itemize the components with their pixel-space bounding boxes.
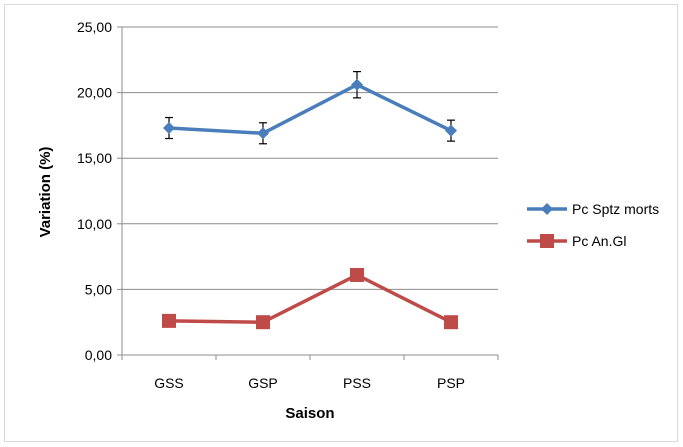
data-point-square xyxy=(256,315,270,330)
legend-label: Pc An.Gl xyxy=(572,233,626,249)
x-tick-label: PSS xyxy=(343,375,371,391)
gridlines xyxy=(117,26,498,356)
data-point-square xyxy=(350,267,364,282)
x-tick-label: GSS xyxy=(154,375,184,391)
series-line xyxy=(168,273,452,324)
legend: Pc Sptz morts Pc An.Gl xyxy=(527,201,659,249)
data-point-diamond xyxy=(351,78,363,91)
data-point-diamond xyxy=(257,127,269,140)
x-tick-label: PSP xyxy=(437,375,465,391)
legend-item: Pc Sptz morts xyxy=(527,201,659,217)
y-tick-label: 15,00 xyxy=(77,150,112,166)
series-layer xyxy=(162,71,458,330)
y-tick-label: 25,00 xyxy=(77,19,112,35)
y-tick-label: 20,00 xyxy=(77,85,112,101)
x-tick-label: GSP xyxy=(248,375,278,391)
chart-frame xyxy=(4,4,678,442)
series-line xyxy=(168,82,452,136)
y-tick-label: 10,00 xyxy=(77,216,112,232)
series-1 xyxy=(163,71,457,145)
x-tick-labels: GSS GSP PSS PSP xyxy=(154,375,465,391)
y-tick-labels: 0,00 5,00 10,00 15,00 20,00 25,00 xyxy=(77,19,112,363)
data-point-square xyxy=(444,315,458,330)
x-axis-title: Saison xyxy=(285,405,334,422)
legend-item: Pc An.Gl xyxy=(527,233,626,249)
data-point-diamond xyxy=(541,203,553,215)
y-axis-title: Variation (%) xyxy=(37,147,54,238)
data-point-square xyxy=(162,313,176,328)
legend-label: Pc Sptz morts xyxy=(572,201,659,217)
y-tick-label: 5,00 xyxy=(85,281,112,297)
data-point-square xyxy=(540,234,554,248)
axes xyxy=(121,27,499,360)
data-point-diamond xyxy=(163,122,175,135)
y-tick-label: 0,00 xyxy=(85,347,112,363)
data-point-diamond xyxy=(445,124,457,137)
series-2 xyxy=(162,267,458,330)
